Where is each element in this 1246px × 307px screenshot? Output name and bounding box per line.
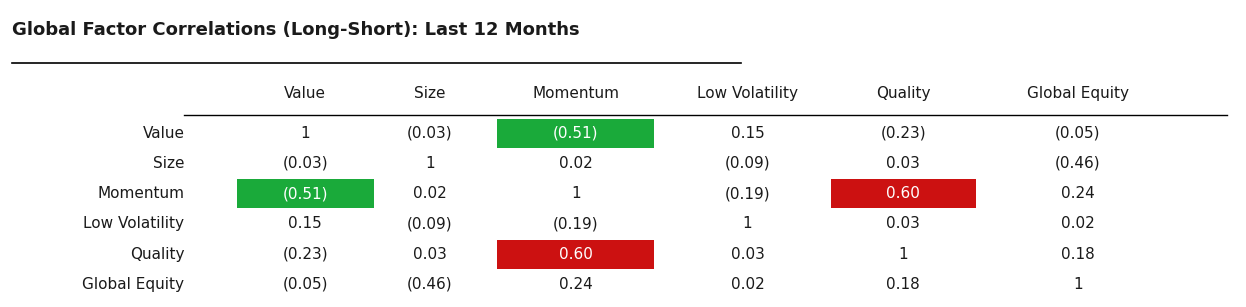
Text: 0.02: 0.02 [1060, 216, 1095, 231]
Text: 0.15: 0.15 [730, 126, 765, 141]
Text: 1: 1 [300, 126, 310, 141]
Text: 0.24: 0.24 [558, 277, 593, 292]
Text: (0.19): (0.19) [553, 216, 598, 231]
Text: Momentum: Momentum [532, 86, 619, 101]
Text: Low Volatility: Low Volatility [697, 86, 799, 101]
Text: 1: 1 [743, 216, 753, 231]
Text: (0.05): (0.05) [283, 277, 328, 292]
Text: 0.02: 0.02 [412, 186, 447, 201]
Text: 1: 1 [898, 247, 908, 262]
Text: 1: 1 [571, 186, 581, 201]
Text: 0.60: 0.60 [886, 186, 921, 201]
Text: Quality: Quality [130, 247, 184, 262]
FancyBboxPatch shape [831, 179, 976, 208]
Text: Low Volatility: Low Volatility [83, 216, 184, 231]
Text: Global Equity: Global Equity [82, 277, 184, 292]
Text: 1: 1 [1073, 277, 1083, 292]
Text: 0.24: 0.24 [1060, 186, 1095, 201]
Text: (0.23): (0.23) [283, 247, 328, 262]
Text: Global Factor Correlations (Long-Short): Last 12 Months: Global Factor Correlations (Long-Short):… [12, 21, 581, 40]
Text: 0.02: 0.02 [558, 156, 593, 171]
Text: 0.18: 0.18 [1060, 247, 1095, 262]
FancyBboxPatch shape [237, 179, 374, 208]
Text: (0.09): (0.09) [725, 156, 770, 171]
Text: 0.03: 0.03 [886, 216, 921, 231]
Text: (0.19): (0.19) [725, 186, 770, 201]
Text: Value: Value [284, 86, 326, 101]
FancyBboxPatch shape [497, 239, 654, 269]
Text: (0.46): (0.46) [407, 277, 452, 292]
Text: Momentum: Momentum [97, 186, 184, 201]
Text: (0.51): (0.51) [553, 126, 598, 141]
Text: (0.09): (0.09) [407, 216, 452, 231]
Text: 0.03: 0.03 [730, 247, 765, 262]
Text: 0.60: 0.60 [558, 247, 593, 262]
Text: 1: 1 [425, 156, 435, 171]
Text: 0.03: 0.03 [412, 247, 447, 262]
Text: Quality: Quality [876, 86, 931, 101]
Text: 0.15: 0.15 [288, 216, 323, 231]
Text: (0.23): (0.23) [881, 126, 926, 141]
Text: Value: Value [142, 126, 184, 141]
Text: Global Equity: Global Equity [1027, 86, 1129, 101]
Text: (0.46): (0.46) [1055, 156, 1100, 171]
Text: (0.51): (0.51) [283, 186, 328, 201]
Text: 0.18: 0.18 [886, 277, 921, 292]
Text: (0.05): (0.05) [1055, 126, 1100, 141]
Text: 0.03: 0.03 [886, 156, 921, 171]
Text: (0.03): (0.03) [407, 126, 452, 141]
Text: Size: Size [153, 156, 184, 171]
Text: 0.02: 0.02 [730, 277, 765, 292]
FancyBboxPatch shape [497, 119, 654, 148]
Text: Size: Size [414, 86, 446, 101]
Text: (0.03): (0.03) [283, 156, 328, 171]
